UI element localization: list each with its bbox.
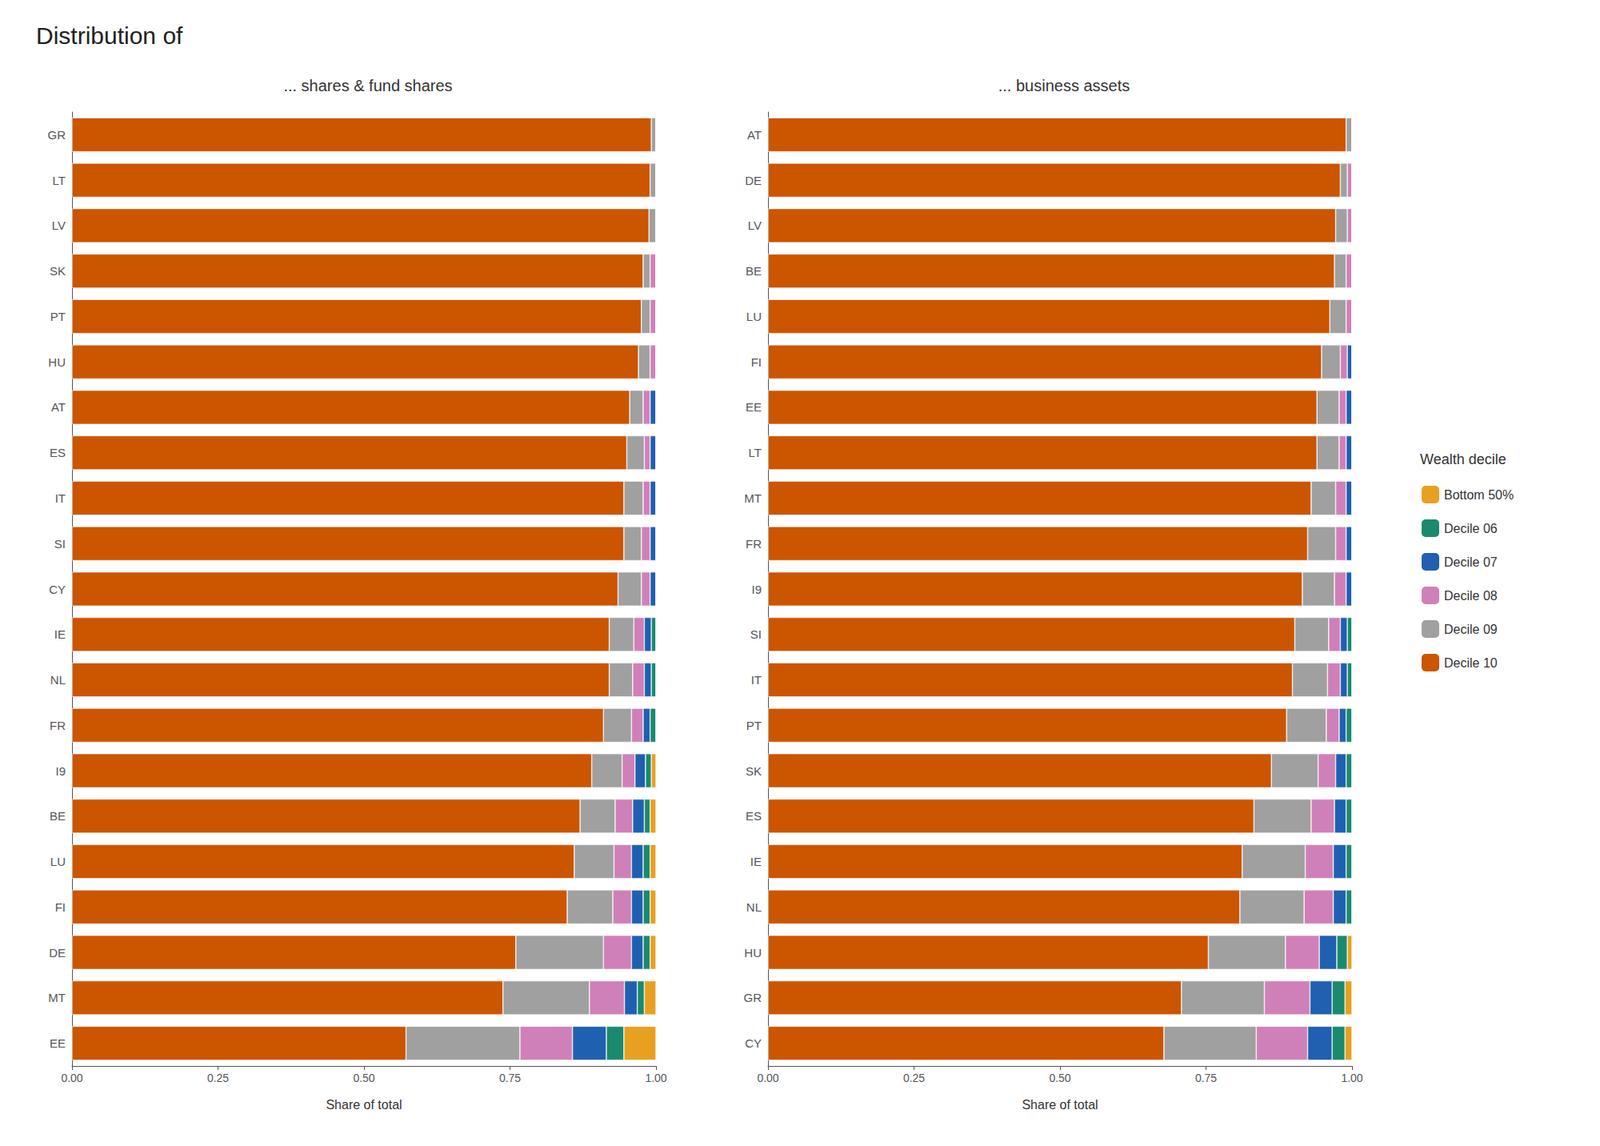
svg-text:SI: SI xyxy=(750,627,762,641)
svg-text:0.25: 0.25 xyxy=(207,1071,229,1084)
svg-text:BE: BE xyxy=(49,808,66,823)
svg-text:0.50: 0.50 xyxy=(352,1071,375,1084)
svg-text:PT: PT xyxy=(50,309,66,324)
svg-text:ES: ES xyxy=(745,808,762,823)
svg-text:MT: MT xyxy=(744,491,762,505)
svg-text:LU: LU xyxy=(746,309,762,324)
svg-text:IT: IT xyxy=(751,672,762,687)
svg-text:SI: SI xyxy=(54,536,66,551)
svg-text:IE: IE xyxy=(750,854,762,868)
svg-text:FR: FR xyxy=(745,536,762,551)
svg-text:FR: FR xyxy=(49,718,66,732)
svg-text:GR: GR xyxy=(48,128,67,142)
svg-text:0.75: 0.75 xyxy=(1195,1071,1217,1084)
svg-text:HU: HU xyxy=(48,355,66,369)
svg-text:IE: IE xyxy=(54,627,66,641)
svg-text:I9: I9 xyxy=(55,764,66,778)
svg-text:AT: AT xyxy=(51,400,66,414)
svg-text:AT: AT xyxy=(747,128,762,142)
svg-text:NL: NL xyxy=(746,900,762,914)
svg-text:HU: HU xyxy=(744,945,762,960)
svg-text:Decile 08: Decile 08 xyxy=(1444,588,1498,603)
svg-text:Distribution of: Distribution of xyxy=(36,22,184,49)
svg-text:0.00: 0.00 xyxy=(60,1071,83,1084)
svg-text:0.00: 0.00 xyxy=(756,1071,779,1084)
svg-text:PT: PT xyxy=(746,718,762,732)
svg-text:0.25: 0.25 xyxy=(903,1071,925,1084)
svg-text:MT: MT xyxy=(48,990,66,1004)
svg-text:Bottom 50%: Bottom 50% xyxy=(1444,488,1514,502)
svg-text:GR: GR xyxy=(744,990,763,1004)
svg-text:NL: NL xyxy=(50,672,66,687)
svg-text:1.00: 1.00 xyxy=(1340,1071,1363,1084)
svg-text:Decile 06: Decile 06 xyxy=(1444,521,1498,536)
svg-text:BE: BE xyxy=(745,264,762,278)
svg-text:Share of total: Share of total xyxy=(325,1097,402,1112)
svg-text:SK: SK xyxy=(745,764,762,778)
svg-text:CY: CY xyxy=(744,1036,762,1050)
svg-text:1.00: 1.00 xyxy=(644,1071,667,1084)
svg-text:DE: DE xyxy=(48,945,66,960)
svg-text:0.75: 0.75 xyxy=(499,1071,521,1084)
svg-text:LT: LT xyxy=(52,173,66,188)
svg-text:... business assets: ... business assets xyxy=(998,76,1131,95)
svg-text:FI: FI xyxy=(55,900,66,914)
svg-text:0.50: 0.50 xyxy=(1048,1071,1071,1084)
svg-text:Wealth decile: Wealth decile xyxy=(1420,451,1507,468)
svg-text:LT: LT xyxy=(748,445,762,460)
svg-text:Share of total: Share of total xyxy=(1021,1097,1098,1112)
svg-text:EE: EE xyxy=(745,400,762,414)
svg-text:Decile 07: Decile 07 xyxy=(1444,555,1498,569)
svg-text:IT: IT xyxy=(55,491,66,505)
svg-text:Decile 09: Decile 09 xyxy=(1444,622,1498,636)
svg-text:... shares & fund shares: ... shares & fund shares xyxy=(283,76,452,95)
svg-text:LV: LV xyxy=(748,218,762,232)
svg-text:EE: EE xyxy=(49,1036,66,1050)
svg-text:FI: FI xyxy=(751,355,762,369)
svg-text:DE: DE xyxy=(744,173,762,188)
svg-text:I9: I9 xyxy=(751,582,762,596)
svg-text:LU: LU xyxy=(50,854,66,868)
svg-text:Decile 10: Decile 10 xyxy=(1444,656,1498,670)
svg-text:ES: ES xyxy=(49,445,66,460)
svg-text:LV: LV xyxy=(52,218,66,232)
svg-text:CY: CY xyxy=(48,582,66,596)
svg-text:SK: SK xyxy=(49,264,66,278)
